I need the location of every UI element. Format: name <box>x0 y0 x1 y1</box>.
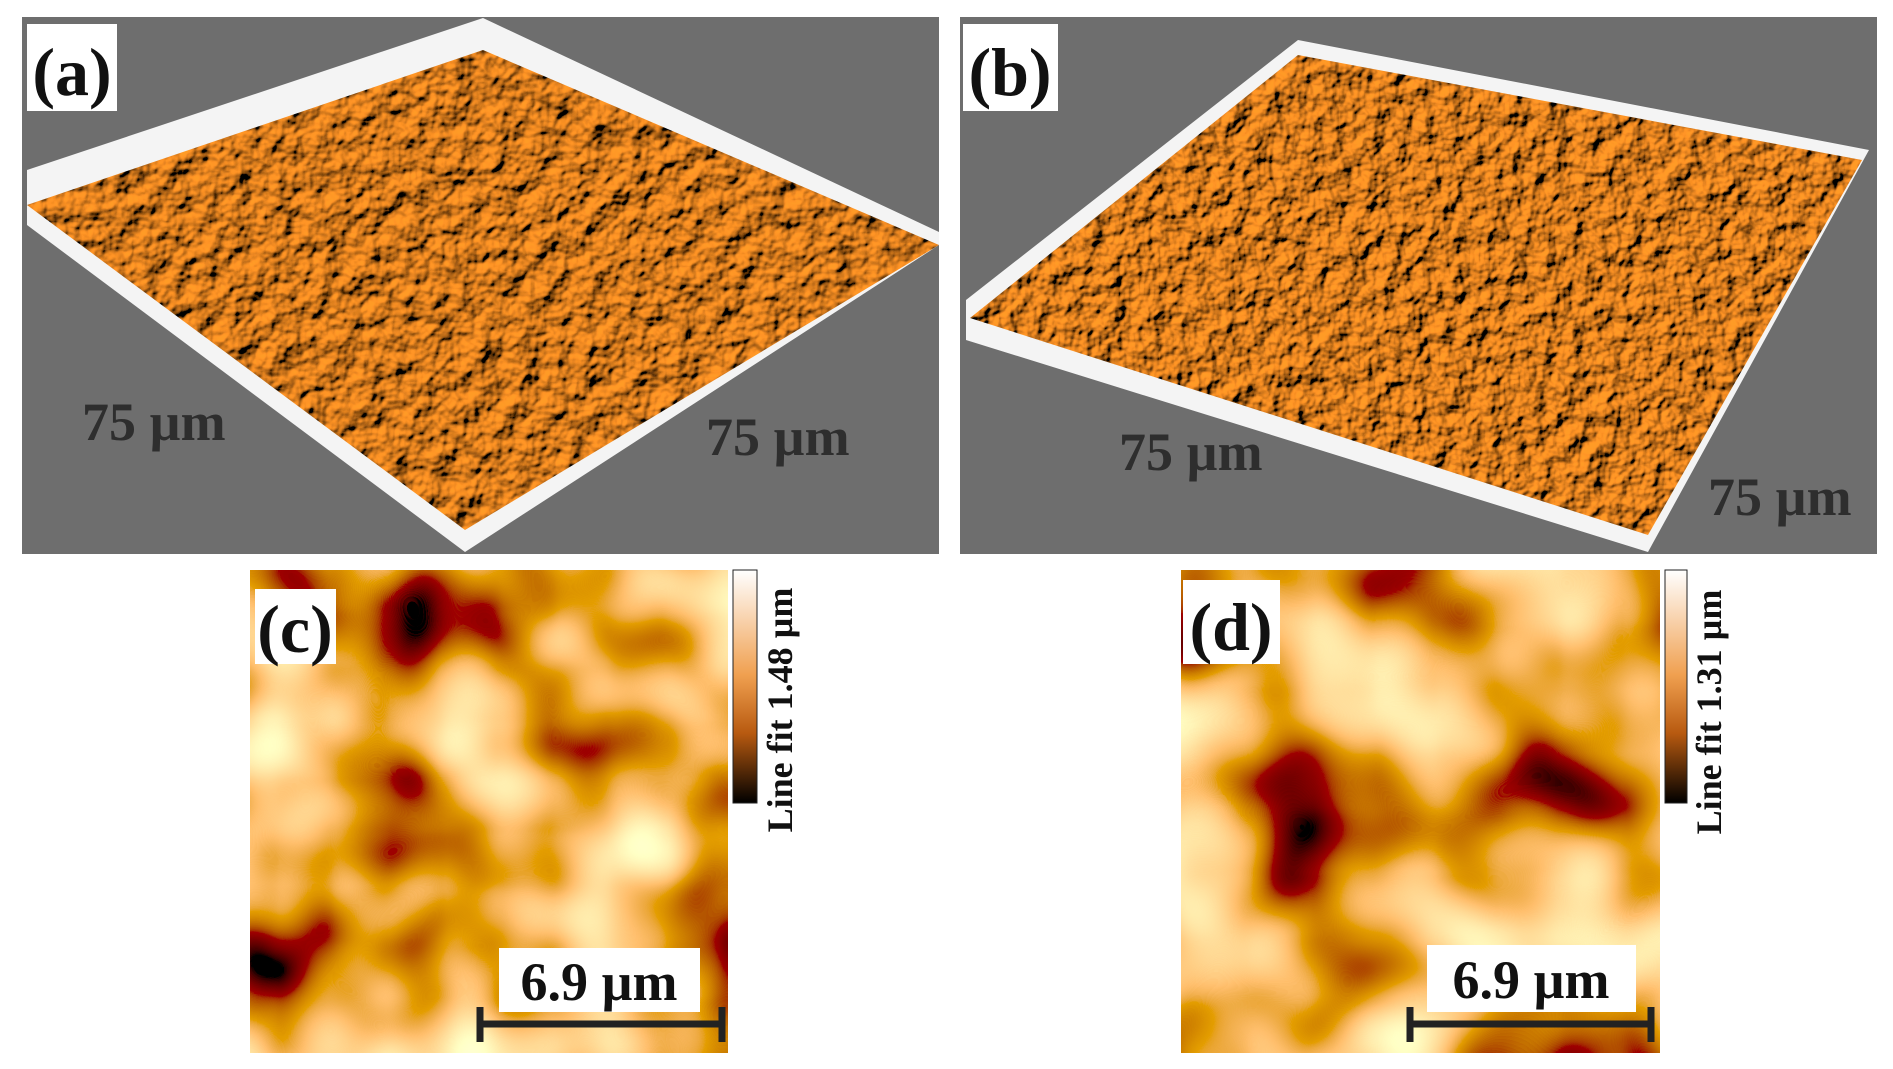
label-box <box>27 24 117 111</box>
axis-label: 75 µm <box>82 392 226 452</box>
colorbar-label: Line fit 1.48 µm <box>760 588 800 833</box>
axis-label: 75 µm <box>1119 422 1263 482</box>
scale-box <box>1427 945 1636 1012</box>
label-box <box>255 589 336 664</box>
scale-bar-label: 6.9 µm <box>520 952 677 1012</box>
panel-a: (a) 75 µm 75 µm <box>22 17 939 554</box>
panel-label: (d) <box>1189 589 1272 665</box>
panel-label: (a) <box>32 34 111 110</box>
panel-d: (d) 6.9 µm Line fit 1.31 µm <box>1181 569 1729 1053</box>
axis-label: 75 µm <box>1708 467 1852 527</box>
colorbar-label: Line fit 1.31 µm <box>1689 590 1729 835</box>
colorbar <box>1664 569 1688 804</box>
panel-c: (c) 6.9 µm Line fit 1.48 µm <box>250 569 800 1053</box>
surface <box>27 50 939 530</box>
scale-bar-label: 6.9 µm <box>1452 950 1609 1010</box>
label-box <box>1183 580 1280 664</box>
scale-box <box>499 948 700 1012</box>
surface <box>970 55 1862 535</box>
label-box <box>963 24 1058 111</box>
panel-b: (b) 75 µm 75 µm <box>960 17 1877 554</box>
scale-bar <box>1406 1007 1655 1042</box>
panel-label: (c) <box>257 591 332 667</box>
colorbar <box>732 569 758 804</box>
panel-label: (b) <box>968 34 1051 110</box>
scale-bar <box>476 1007 726 1042</box>
axis-label: 75 µm <box>706 407 850 467</box>
